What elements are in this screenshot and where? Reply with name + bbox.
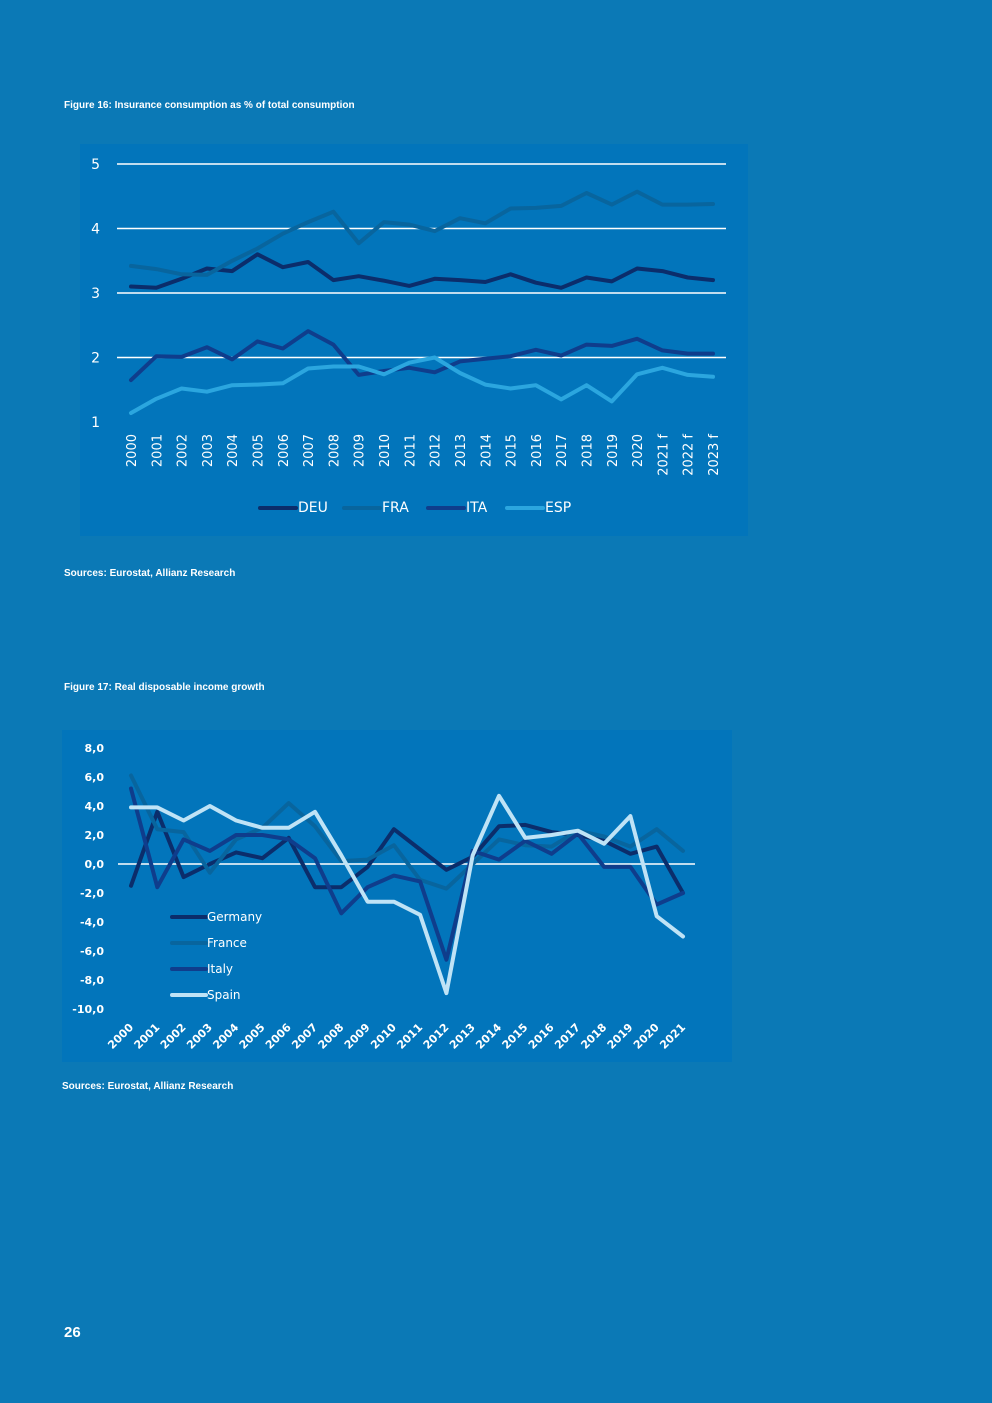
legend-label-italy: Italy (207, 962, 233, 976)
x-tick-label: 2000 (125, 434, 140, 467)
y-tick-label: 4 (91, 222, 100, 238)
y-tick-label: 4,0 (85, 800, 105, 813)
x-tick-label: 2006 (277, 434, 292, 467)
legend-label-fra: FRA (382, 500, 409, 516)
series-line-ita (129, 329, 715, 383)
legend-label-ita: ITA (466, 500, 488, 516)
legend-label-spain: Spain (207, 988, 241, 1002)
chart-background (62, 730, 732, 1062)
x-tick-label: 2012 (429, 434, 444, 467)
series-line-deu (129, 252, 715, 290)
insurance-consumption-chart: 1 2 3 4 5 2000 2001 2002 2003 2004 2005 2006 2007 20… (80, 144, 748, 536)
legend-label-france: France (207, 936, 247, 950)
legend-label-germany: Germany (207, 910, 262, 924)
y-tick-label: 5 (91, 157, 100, 173)
y-tick-label: 3 (91, 286, 100, 302)
y-tick-label: -2,0 (80, 887, 104, 900)
figure-17-source: Sources: Eurostat, Allianz Research (62, 1081, 234, 1092)
x-tick-label: 2022 f (682, 434, 697, 476)
x-tick-label: 2013 (454, 434, 469, 467)
legend-label-esp: ESP (545, 500, 571, 516)
x-tick-label: 2014 (479, 434, 494, 467)
figure-16-title: Figure 16: Insurance consumption as % of… (64, 100, 355, 111)
figure-17-title: Figure 17: Real disposable income growth (64, 682, 265, 693)
x-tick-label: 2009 (353, 434, 368, 467)
y-tick-label: -4,0 (80, 916, 104, 929)
x-tick-label: 2001 (150, 434, 165, 467)
y-tick-label: 2 (91, 351, 100, 367)
legend-label-deu: DEU (298, 500, 328, 516)
y-tick-label: -6,0 (80, 945, 104, 958)
y-tick-label: 1 (91, 415, 100, 431)
figure-16-source: Sources: Eurostat, Allianz Research (64, 568, 236, 579)
series-line-italy (129, 786, 685, 962)
x-tick-label: 2021 f (656, 434, 671, 476)
x-tick-label: 2003 (201, 434, 216, 467)
series-line-france (129, 773, 685, 891)
x-tick-label: 2019 (606, 434, 621, 467)
x-tick-label: 2020 (631, 434, 646, 467)
y-tick-label: -10,0 (72, 1003, 104, 1016)
x-tick-label: 2007 (302, 434, 317, 467)
x-tick-label: 2018 (580, 434, 595, 467)
series-line-spain (129, 793, 685, 996)
x-tick-label: 2004 (226, 434, 241, 467)
y-tick-label: -8,0 (80, 974, 104, 987)
x-tick-label: 2011 (403, 434, 418, 467)
x-tick-label: 2010 (378, 434, 393, 467)
x-tick-label: 2017 (555, 434, 570, 467)
y-tick-label: 0,0 (85, 858, 105, 871)
x-tick-label: 2005 (252, 434, 267, 467)
series-line-fra (129, 189, 715, 277)
y-tick-label: 2,0 (85, 829, 105, 842)
y-tick-label: 6,0 (85, 771, 105, 784)
x-tick-label: 2016 (530, 434, 545, 467)
series-line-esp (129, 355, 715, 415)
x-tick-label: 2023 f (707, 434, 722, 476)
x-tick-label: 2008 (327, 434, 342, 467)
chart-background (80, 144, 748, 536)
page-number: 26 (64, 1324, 81, 1341)
y-tick-label: 8,0 (85, 742, 105, 755)
x-tick-label: 2015 (505, 434, 520, 467)
x-tick-label: 2002 (176, 434, 191, 467)
income-growth-chart: 8,06,04,02,00,0-2,0-4,0-6,0-8,0-10,0 200… (62, 730, 732, 1062)
